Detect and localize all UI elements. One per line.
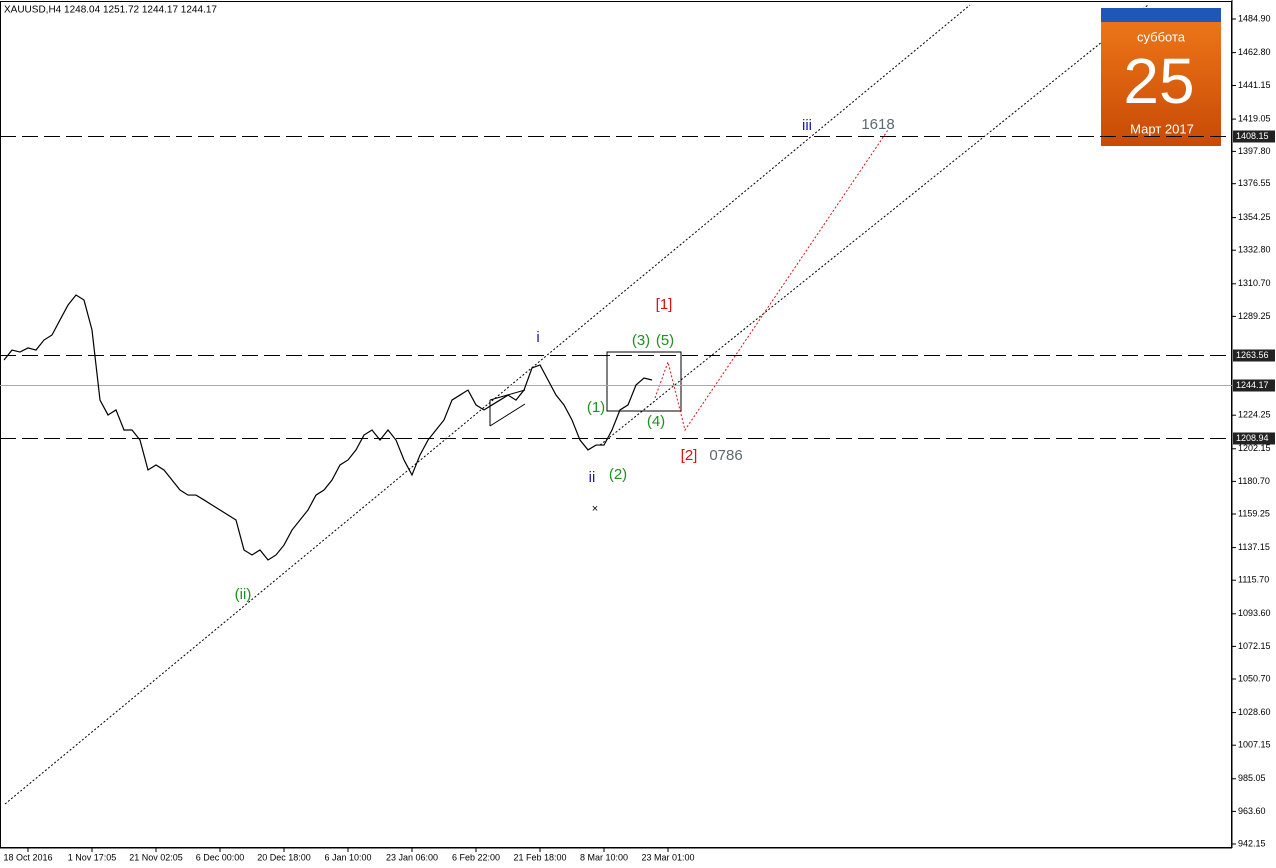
y-tick-label: 985.05 [1238, 773, 1266, 783]
y-tick-label: 1310.70 [1238, 278, 1271, 288]
projection [654, 129, 889, 432]
trend-line [599, 4, 1149, 446]
x-tick-label: 1 Nov 17:05 [68, 852, 117, 862]
y-tick-label: 1159.25 [1238, 508, 1270, 518]
y-tick-label: 1224.25 [1238, 410, 1271, 420]
y-tick-label: 1397.80 [1238, 146, 1271, 156]
wave-label: (5) [656, 332, 674, 349]
y-tick-label: 1484.90 [1238, 13, 1271, 23]
y-tick-label: 1115.70 [1238, 575, 1269, 585]
wave-label: (1) [587, 399, 605, 416]
y-tick-label: 963.60 [1238, 806, 1266, 816]
x-tick-label: 20 Dec 18:00 [257, 852, 311, 862]
chart-title: XAUUSD,H4 1248.04 1251.72 1244.17 1244.1… [4, 5, 217, 16]
price-level-box [1233, 379, 1275, 392]
wave-label: (2) [609, 466, 627, 483]
x-tick-label: 6 Dec 00:00 [196, 852, 245, 862]
cross-marker: × [592, 503, 598, 515]
wave-label: [1] [656, 296, 673, 313]
trend-line [4, 4, 971, 805]
x-tick-label: 23 Jan 06:00 [386, 852, 438, 862]
calendar-weekday: суббота [1137, 29, 1186, 44]
x-tick-label: 6 Jan 10:00 [324, 852, 371, 862]
x-tick-label: 21 Feb 18:00 [513, 852, 566, 862]
y-tick-label: 1137.15 [1238, 542, 1270, 552]
calendar-rings [1101, 8, 1221, 22]
y-tick-label: 1289.25 [1238, 311, 1271, 321]
y-tick-label: 1354.25 [1238, 212, 1271, 222]
y-tick-label: 1050.70 [1238, 673, 1271, 683]
y-tick-label: 1332.80 [1238, 245, 1271, 255]
wave-label: (4) [647, 413, 665, 430]
y-tick-label: 1072.15 [1238, 641, 1271, 651]
calendar-day: 25 [1123, 45, 1194, 117]
price-level-label: 1408.15 [1236, 131, 1269, 141]
channel-line [489, 403, 526, 427]
wave-label: i [536, 329, 539, 346]
y-tick-label: 1419.05 [1238, 113, 1271, 123]
wave-box [606, 351, 682, 412]
y-tick-label: 1028.60 [1238, 707, 1271, 717]
price-level-box [1233, 349, 1275, 362]
wave-label: iii [802, 117, 812, 134]
wave-label: (ii) [235, 586, 252, 603]
y-tick-label: 1093.60 [1238, 608, 1271, 618]
y-tick-label: 1376.55 [1238, 178, 1271, 188]
y-tick-label: 1462.80 [1238, 47, 1271, 57]
x-tick-label: 21 Nov 02:05 [129, 852, 183, 862]
price-level-box [1233, 432, 1275, 445]
y-tick-label: 1441.15 [1238, 80, 1271, 90]
wave-label: 0786 [709, 447, 742, 464]
price-line [3, 294, 653, 561]
wave-label: (3) [632, 332, 650, 349]
y-tick-label: 1007.15 [1238, 740, 1271, 750]
price-level-label: 1263.56 [1236, 350, 1269, 360]
x-tick-label: 8 Mar 10:00 [580, 852, 628, 862]
price-level-label: 1244.17 [1236, 380, 1269, 390]
price-level-box [1233, 130, 1275, 143]
x-tick-label: 23 Mar 01:00 [641, 852, 694, 862]
x-tick-label: 6 Feb 22:00 [452, 852, 500, 862]
wave-label: ii [589, 469, 596, 486]
calendar-month: Март 2017 [1130, 121, 1194, 136]
calendar [1101, 8, 1221, 146]
y-tick-label: 1202.15 [1238, 443, 1271, 453]
wave-label: [2] [681, 447, 698, 464]
x-tick-label: 18 Oct 2016 [3, 852, 52, 862]
price-level-label: 1208.94 [1236, 433, 1269, 443]
wave-label: 1618 [861, 116, 894, 133]
y-tick-label: 1180.70 [1238, 476, 1270, 486]
y-tick-label: 942.15 [1238, 838, 1266, 848]
